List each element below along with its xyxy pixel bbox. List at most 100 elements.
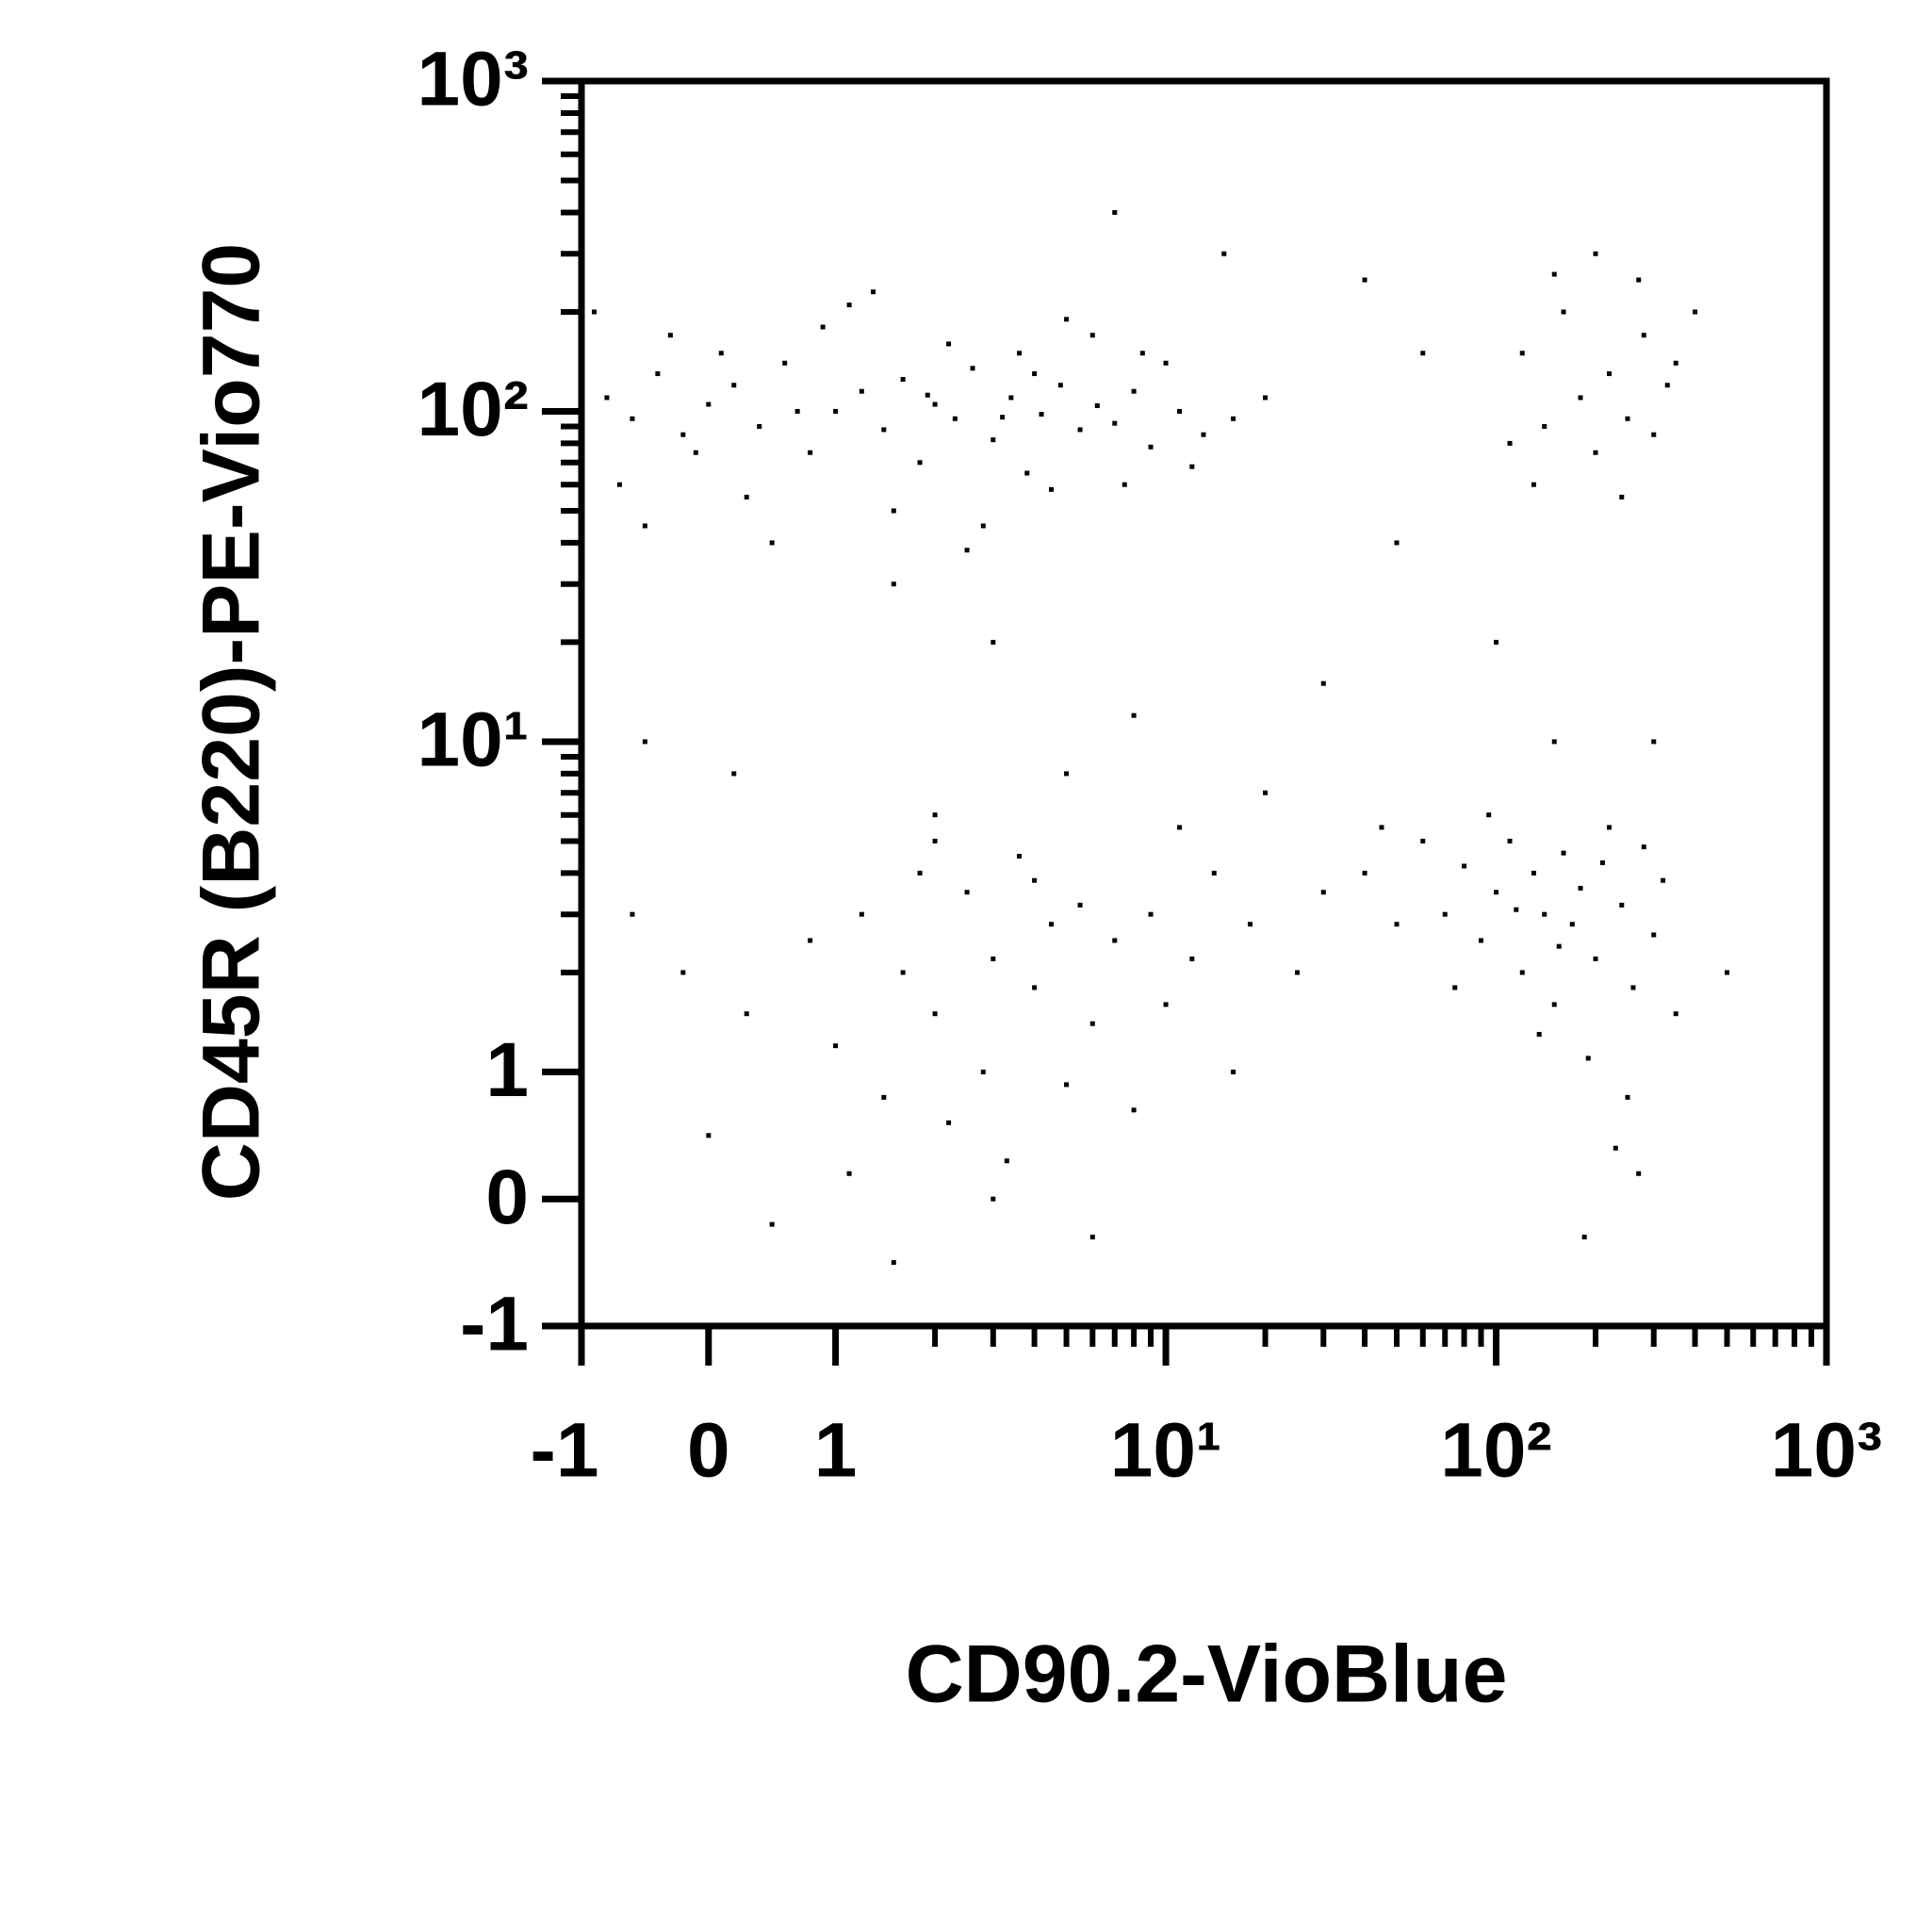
event-dot [1581, 1235, 1587, 1240]
event-dot [1032, 985, 1038, 991]
event-dot [891, 1260, 896, 1266]
event-dot [706, 1133, 712, 1138]
event-dot [604, 395, 610, 401]
event-dot [769, 540, 775, 546]
event-dot [1089, 333, 1095, 338]
event-dot [1607, 825, 1613, 830]
event-dot [900, 377, 906, 383]
event-dot [744, 1011, 749, 1017]
event-dot [1394, 922, 1400, 927]
event-dot [718, 351, 724, 356]
event-dot [1248, 922, 1253, 927]
event-dot [1189, 956, 1195, 961]
event-dot [808, 938, 813, 943]
event-dot [891, 581, 896, 587]
event-dot [881, 427, 887, 433]
x-tick-label: -1 [531, 1408, 599, 1494]
event-dot [925, 392, 930, 398]
event-dot [1112, 938, 1118, 943]
event-dot [1131, 1107, 1137, 1113]
event-dot [1004, 1158, 1009, 1164]
event-dot [820, 324, 826, 330]
event-dot [932, 401, 938, 407]
event-dot [1122, 482, 1127, 487]
event-dot [1507, 440, 1513, 446]
event-dot [991, 437, 996, 443]
event-dot [964, 890, 970, 895]
event-dot [1177, 825, 1183, 830]
event-dot [1641, 333, 1646, 338]
event-dot [1032, 877, 1038, 883]
event-dot [846, 1171, 852, 1176]
event-dot [970, 366, 975, 371]
event-dot [630, 911, 635, 917]
event-dot [1064, 771, 1070, 777]
event-dot [1177, 408, 1183, 414]
event-dot [932, 838, 938, 843]
event-dot [1320, 680, 1326, 686]
event-dot [1201, 432, 1206, 437]
event-dot [946, 1120, 952, 1125]
event-dot [917, 870, 923, 876]
event-dot [1561, 309, 1566, 315]
event-dot [1507, 838, 1513, 843]
event-dot [1514, 907, 1519, 912]
event-dot [1420, 351, 1426, 356]
event-dot [1008, 395, 1014, 401]
event-dot [932, 812, 938, 818]
event-dot [1112, 209, 1118, 215]
event-dot [1221, 251, 1227, 256]
event-dot [1625, 1094, 1630, 1100]
event-dot [1131, 388, 1137, 394]
event-dot [871, 289, 876, 295]
event-dot [1452, 985, 1458, 991]
event-dot [991, 1196, 996, 1202]
event-dot [1017, 351, 1023, 356]
event-dot [964, 548, 970, 553]
event-dot [1263, 790, 1269, 795]
event-dot [706, 401, 712, 407]
event-dot [1619, 902, 1625, 908]
event-dot [1420, 838, 1426, 843]
event-dot [1651, 739, 1657, 745]
event-dot [1494, 639, 1499, 645]
event-dot [1569, 922, 1575, 927]
event-dot [1486, 812, 1492, 818]
event-dot [1163, 360, 1169, 366]
x-tick-label: 1 [814, 1408, 858, 1494]
event-dot [1442, 911, 1448, 917]
event-dot [642, 739, 647, 745]
event-dot [1089, 1235, 1095, 1240]
event-dot [1607, 371, 1613, 377]
event-dot [1494, 890, 1499, 895]
event-dot [1263, 395, 1269, 401]
event-dot [1661, 877, 1666, 883]
event-dot [1379, 825, 1384, 830]
event-dot [744, 494, 749, 499]
event-dot [859, 911, 864, 917]
event-dot [1112, 420, 1118, 426]
event-dot [1551, 271, 1557, 277]
event-dot [1619, 494, 1625, 499]
event-dot [1462, 863, 1467, 869]
event-dot [616, 482, 622, 487]
event-dot [1585, 1056, 1591, 1061]
y-tick-label: 1 [485, 1027, 529, 1113]
event-dot [1556, 943, 1562, 949]
event-dot [1542, 424, 1547, 430]
event-dot [1593, 450, 1598, 455]
y-tick-label: 10¹ [417, 697, 529, 783]
plot-frame [578, 77, 1830, 1330]
event-dot [1362, 870, 1367, 876]
x-tick-label: 0 [687, 1408, 730, 1494]
event-dot [1478, 938, 1483, 943]
event-dot [1613, 1145, 1618, 1151]
event-dot [1077, 427, 1083, 433]
event-dot [1531, 870, 1536, 876]
event-dot [1599, 860, 1605, 865]
event-dot [1630, 985, 1636, 991]
y-tick-label: 10³ [417, 37, 529, 123]
event-dot [946, 341, 952, 347]
event-dot [1032, 371, 1038, 377]
